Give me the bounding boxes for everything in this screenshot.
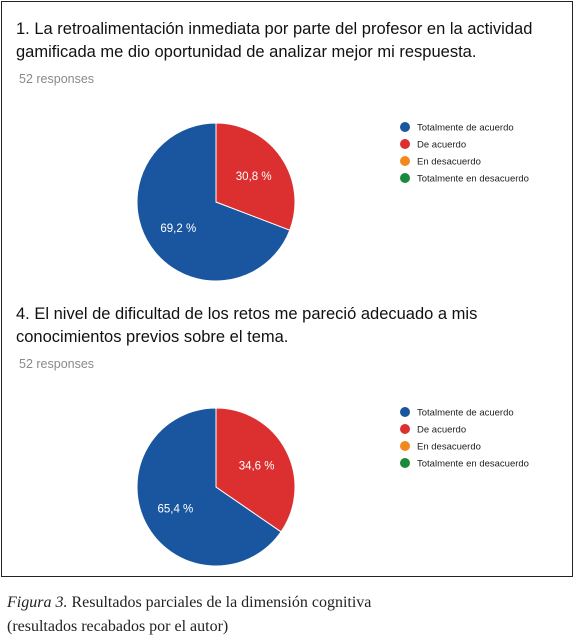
caption-line-2: (resultados recabados por el autor) [7,618,229,635]
legend-marker-2 [400,139,410,149]
legend-marker-3 [400,156,410,166]
legend-marker-3 [400,441,410,451]
caption-figure-label: Figura 3. [7,594,68,611]
figure-caption: Figura 3. Resultados parciales de la dim… [7,591,567,639]
pie-slice-label-2: 30,8 % [236,171,272,183]
legend-marker-4 [400,173,410,183]
legend-marker-2 [400,424,410,434]
legend-label-4: Totalmente en desacuerdo [417,459,529,470]
pie-slice-1 [136,407,282,567]
legend-label-2: De acuerdo [417,140,466,151]
legend-label-1: Totalmente de acuerdo [417,123,514,134]
pie-slice-label-1: 69,2 % [160,223,196,235]
chart-1-responses: 52 responses [19,72,95,86]
legend-marker-1 [400,122,410,132]
legend-label-4: Totalmente en desacuerdo [417,174,529,185]
legend-label-2: De acuerdo [417,425,466,436]
legend-marker-4 [400,458,410,468]
legend-marker-1 [400,407,410,417]
chart-1-pie: 69,2 % 30,8 % Totalmente de acuerdo De acue… [136,122,529,282]
figure-frame: 1. La retroalimentación inmediata por pa… [1,1,573,577]
pie-slice-label-1: 65,4 % [157,503,193,515]
chart-2-pie: 65,4 % 34,6 % Totalmente de acuerdo De acue… [136,407,529,567]
legend-label-3: En desacuerdo [417,442,481,453]
chart-2-responses: 52 responses [19,357,95,371]
legend-label-3: En desacuerdo [417,157,481,168]
chart-2-title: 4. El nivel de dificultad de los retos m… [16,305,478,346]
pie-slice-1 [136,122,291,282]
legend-label-1: Totalmente de acuerdo [417,408,514,419]
pie-slice-2 [215,122,296,231]
pie-slice-2 [215,407,296,533]
pie-slice-label-2: 34,6 % [239,461,275,473]
chart-1-title: 1. La retroalimentación inmediata por pa… [16,20,533,61]
caption-line-1: Resultados parciales de la dimensión cog… [67,594,372,611]
